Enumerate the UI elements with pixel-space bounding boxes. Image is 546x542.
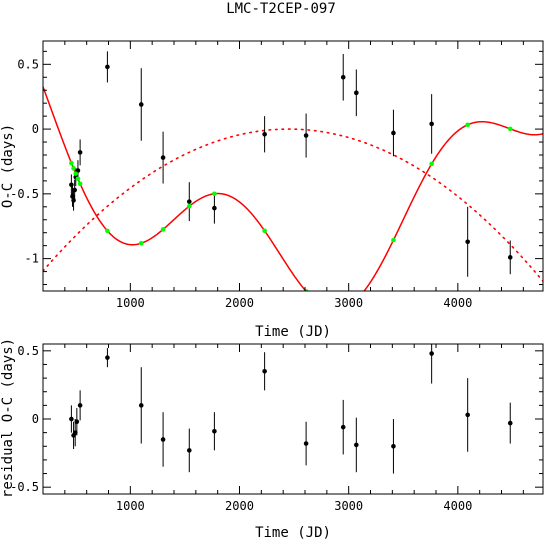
- model-point: [212, 191, 217, 197]
- data-point: [70, 194, 75, 199]
- data-point: [262, 131, 267, 137]
- bottom-y-tick-label: -0.5: [10, 480, 39, 494]
- data-point: [340, 74, 346, 80]
- top-plot-frame: [42, 40, 544, 292]
- top-plot-contents: [43, 51, 543, 291]
- bottom-x-ticks: 1000 2000 3000 4000: [42, 344, 524, 513]
- top-y-tick-label: -1: [25, 252, 39, 266]
- top-y-axis-label: O-C (days): [0, 124, 16, 208]
- data-point: [507, 420, 513, 426]
- model-point: [77, 181, 83, 187]
- data-point: [138, 102, 144, 107]
- data-point: [69, 416, 74, 422]
- data-point: [391, 443, 396, 449]
- data-point: [186, 199, 192, 204]
- top-x-tick-label: 4000: [443, 296, 472, 310]
- top-y-tick-label: 0.5: [17, 57, 39, 71]
- top-x-tick-label: 2000: [225, 296, 254, 310]
- data-point: [303, 133, 309, 138]
- data-point: [105, 355, 110, 360]
- bottom-plot-area: [69, 344, 513, 474]
- data-point: [429, 351, 434, 356]
- model-point: [465, 122, 470, 128]
- data-point: [340, 424, 346, 430]
- bottom-x-tick-label: 4000: [443, 499, 472, 513]
- bottom-panel: 1000 2000 3000 4000 0.5 0 -0.5 Time (JD) resi…: [0, 338, 544, 541]
- data-point: [354, 442, 359, 448]
- data-point: [303, 441, 309, 446]
- data-point: [354, 90, 359, 96]
- data-point: [186, 448, 192, 453]
- chart-title: LMC-T2CEP-097: [226, 1, 336, 17]
- data-point: [105, 64, 110, 70]
- data-point: [212, 428, 217, 434]
- model-point: [429, 161, 434, 167]
- data-point: [507, 255, 513, 260]
- top-y-tick-label: 0: [32, 122, 39, 136]
- model-point: [69, 160, 74, 166]
- model-point: [71, 166, 76, 171]
- model-curve: [43, 86, 543, 291]
- data-point: [160, 437, 166, 442]
- data-point: [465, 412, 470, 418]
- model-point: [73, 171, 79, 176]
- data-point: [77, 150, 83, 155]
- top-x-tick-label: 1000: [116, 296, 145, 310]
- bottom-y-ticks: 0.5 0 -0.5: [10, 344, 543, 494]
- model-point: [507, 126, 513, 132]
- bottom-x-axis-label: Time (JD): [255, 525, 331, 541]
- model-point: [138, 240, 144, 246]
- bottom-plot-contents: [69, 344, 513, 474]
- bottom-x-tick-label: 1000: [116, 499, 145, 513]
- data-point: [465, 239, 470, 245]
- bottom-x-tick-label: 2000: [225, 499, 254, 513]
- data-point: [429, 121, 434, 127]
- top-y-tick-label: -0.5: [10, 187, 39, 201]
- bottom-y-tick-label: 0.5: [17, 344, 39, 358]
- parabola-curve: [43, 128, 543, 283]
- data-point: [212, 205, 217, 211]
- top-y-ticks: 0.5 0 -0.5 -1: [10, 50, 543, 286]
- data-point: [72, 187, 77, 193]
- top-x-axis-label: Time (JD): [255, 324, 331, 340]
- data-point: [138, 403, 144, 408]
- top-panel: 1000 2000 3000 4000 0.5 0 -0.5 -1 Time (JD) O-…: [0, 40, 544, 340]
- data-point: [262, 368, 267, 374]
- model-point: [105, 228, 110, 234]
- data-point: [160, 155, 166, 160]
- top-x-ticks: 1000 2000 3000 4000: [42, 41, 524, 310]
- data-point: [71, 198, 76, 203]
- model-point: [160, 227, 166, 232]
- model-point: [186, 203, 192, 209]
- top-x-tick-label: 3000: [334, 296, 363, 310]
- data-point: [74, 419, 80, 425]
- model-point: [391, 237, 396, 243]
- data-point: [77, 403, 83, 408]
- bottom-y-axis-label: residual O-C (days): [0, 338, 16, 498]
- top-plot-area: [43, 51, 543, 291]
- bottom-x-tick-label: 3000: [334, 499, 363, 513]
- model-point: [75, 176, 81, 182]
- bottom-y-tick-label: 0: [32, 412, 39, 426]
- model-point: [262, 228, 267, 234]
- data-point: [391, 130, 396, 136]
- data-point: [69, 182, 74, 188]
